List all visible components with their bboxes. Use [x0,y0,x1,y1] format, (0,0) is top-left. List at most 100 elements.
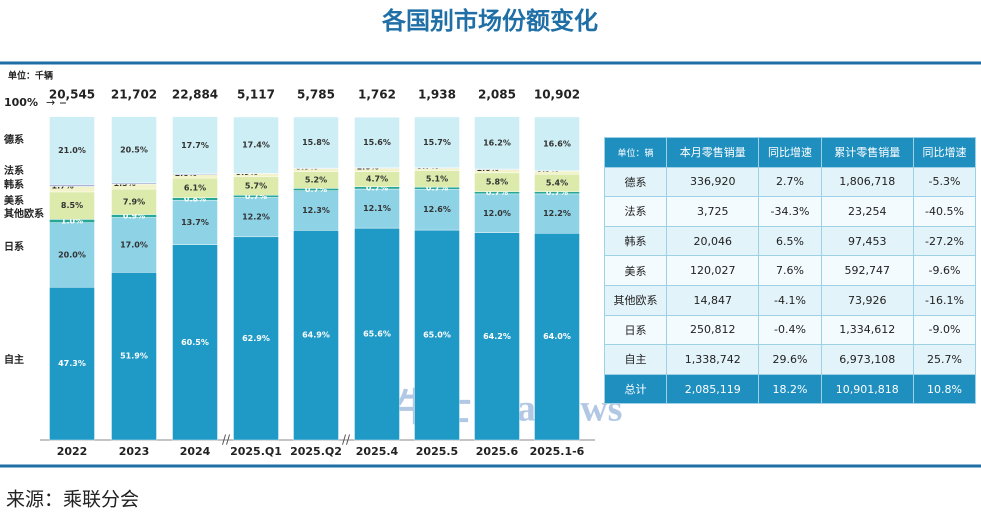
axis-break: // [222,433,231,447]
table-cell: 6,973,108 [820,344,914,375]
table-cell: 18.2% [758,373,822,405]
table-row: 单位：辆 本月零售销量 同比增速 累计零售销量 同比增速 [603,137,977,168]
legend-label: 美系 [4,194,24,207]
table-cell: 2.7% [758,166,822,198]
value-label: 4.7% [366,175,388,184]
table-cell: 592,747 [820,255,914,286]
value-label: 16.2% [483,138,511,147]
bar-segment [414,189,460,231]
table-row: 美系 120,027 7.6% 592,747 -9.6% [603,255,977,286]
table-cell: 日系 [603,314,668,346]
table-row: 自主 1,338,742 29.6% 6,973,108 25.7% [603,344,977,375]
bar-segment [49,191,95,220]
value-label: 0.7% [486,188,508,197]
x-tick-label: 2023 [119,445,150,458]
bar-segment [534,233,580,441]
value-label: 17.7% [181,141,209,150]
value-label: 60.5% [181,338,209,347]
bar-segment [111,116,157,184]
value-label: 0.9% [123,211,145,220]
table-cell: -0.4% [758,314,822,346]
table-cell: 3,725 [666,196,760,227]
table-row: 法系 3,725 -34.3% 23,254 -40.5% [603,196,977,227]
bar-segment [354,188,400,229]
table-cell: -16.1% [912,284,977,316]
table-row: 日系 250,812 -0.4% 1,334,612 -9.0% [603,314,977,346]
bar-segment [49,222,95,288]
total-label: 2,085 [478,88,516,102]
value-label: 0.7% [426,184,448,193]
table-cell: -4.1% [758,284,822,316]
bar-segment [293,116,339,169]
table-row: 韩系 20,046 6.5% 97,453 -27.2% [603,225,977,257]
x-tick-label: 2022 [57,445,88,458]
bar-segment [49,287,95,441]
bar-segment [111,217,157,273]
bar-segment [293,230,339,441]
table-cell: 120,027 [666,255,760,286]
axis-break: // [342,433,351,447]
value-label: 12.2% [543,209,571,218]
total-label: 10,902 [534,88,580,102]
table-cell: 73,926 [820,284,914,316]
table-row: 其他欧系 14,847 -4.1% 73,926 -16.1% [603,284,977,316]
value-label: 15.7% [423,138,451,147]
chart-title: 各国别市场份额变化 [381,7,598,35]
table-cell: 2,085,119 [666,373,760,405]
value-label: 17.0% [120,240,148,249]
value-label: 51.9% [120,352,148,361]
bar-segment [474,232,520,441]
total-label: 1,938 [418,88,456,102]
value-label: 12.0% [483,209,511,218]
legend-label: 日系 [4,240,24,253]
value-label: 64.9% [302,331,330,340]
value-label: 0.7% [366,183,388,192]
table-cell: -9.0% [912,314,977,346]
table-row: 总计 2,085,119 18.2% 10,901,818 10.8% [603,373,977,405]
bar-segment [111,272,157,441]
value-label: 12.6% [423,205,451,214]
bar-segment [474,116,520,170]
table-row: 德系 336,920 2.7% 1,806,718 -5.3% [603,166,977,198]
value-label: 1.0% [61,217,83,226]
value-label: 13.7% [181,218,209,227]
legend-label: 法系 [4,164,24,177]
table-cell: 1,806,718 [820,166,914,198]
bar-segment [49,184,95,187]
table-cell: 本月零售销量 [666,137,760,168]
table-cell: -34.3% [758,196,822,227]
legend-label: 自主 [4,353,24,366]
total-label: 20,545 [49,88,95,102]
bar-segment [172,244,218,441]
bar-segment [293,190,339,231]
value-label: 12.2% [242,213,270,222]
value-label: 0.8% [184,195,206,204]
value-label: 8.5% [61,201,83,210]
value-label: 5.4% [546,178,568,187]
table-cell: 自主 [603,344,668,375]
value-label: 15.6% [363,138,391,147]
table-cell: 10.8% [912,373,977,405]
y-tick-label: 100% [4,96,38,109]
table-cell: 同比增速 [758,137,822,168]
arrow: → [46,96,55,109]
x-tick-label: 2025.1-6 [530,445,585,458]
value-label: 62.9% [242,334,270,343]
table-cell: 97,453 [820,225,914,257]
table-cell: 10,901,818 [820,373,914,405]
value-label: 20.5% [120,145,148,154]
total-label: 22,884 [172,88,218,102]
table-cell: 20,046 [666,225,760,257]
value-label: 6.1% [184,183,206,192]
value-label: 0.7% [546,188,568,197]
table-cell: 美系 [603,255,668,286]
table-cell: 韩系 [603,225,668,257]
table-cell: 总计 [603,373,668,405]
bar-segment [354,227,400,441]
table-cell: 25.7% [912,344,977,375]
bar-segment [534,116,580,171]
value-label: 5.1% [426,174,448,183]
table-cell: 7.6% [758,255,822,286]
value-label: 16.6% [543,139,571,148]
value-label: 7.9% [123,197,145,206]
